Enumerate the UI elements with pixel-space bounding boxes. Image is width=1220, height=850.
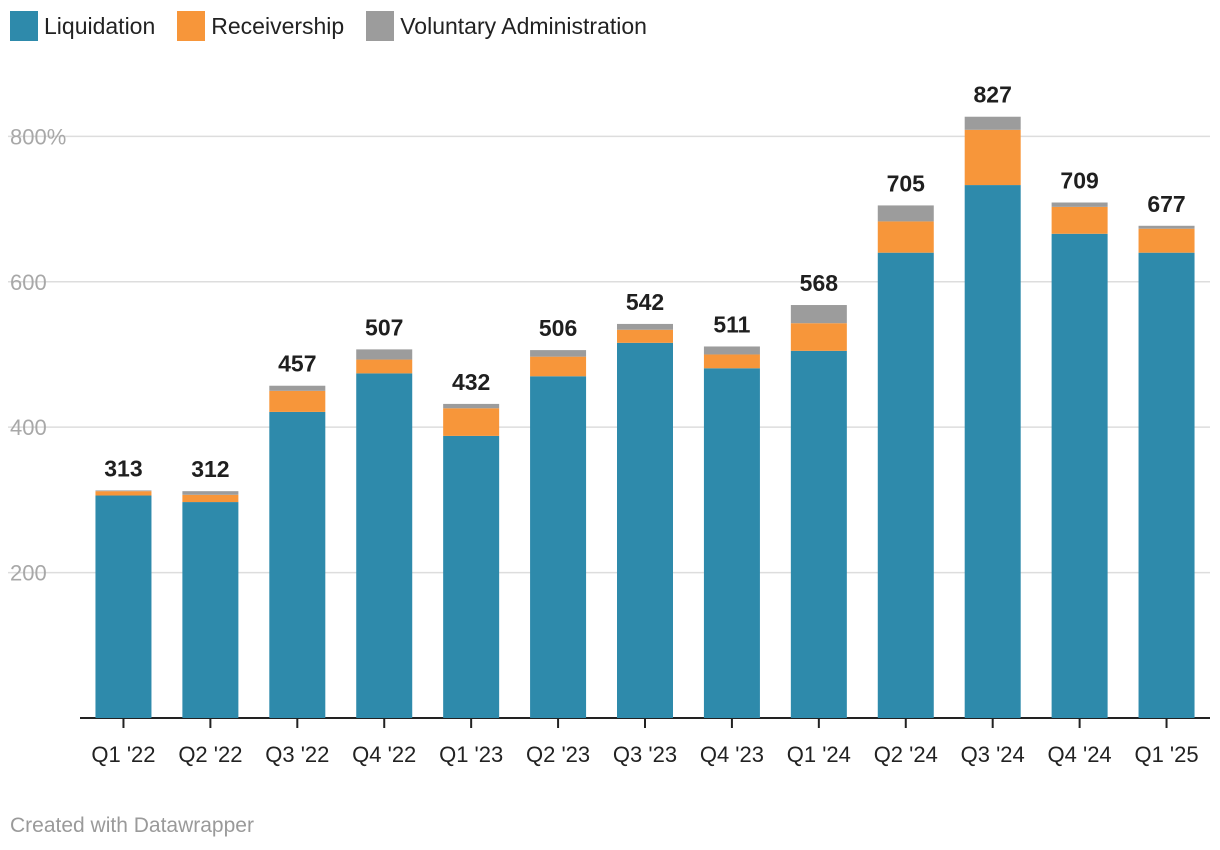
y-tick-label: 800% — [10, 124, 66, 149]
bar-receivership — [1051, 206, 1108, 234]
bar-total-label: 705 — [887, 170, 926, 196]
bar-voluntary-administration — [617, 323, 673, 330]
bar-receivership — [877, 221, 934, 253]
x-tick-label: Q2 '24 — [874, 742, 938, 767]
bar-liquidation — [1138, 252, 1195, 718]
x-tick-label: Q3 '23 — [613, 742, 677, 767]
legend-label-voluntary-administration: Voluntary Administration — [400, 12, 647, 39]
bar-receivership — [617, 329, 673, 343]
legend-item-voluntary-administration: Voluntary Administration — [366, 11, 647, 41]
bar-total-label: 313 — [104, 455, 142, 481]
x-tick-label: Q4 '24 — [1048, 742, 1112, 767]
legend-swatch-receivership — [177, 11, 206, 41]
datawrapper-credit: Created with Datawrapper — [10, 814, 254, 837]
bar-total-label: 457 — [278, 351, 316, 377]
bar-liquidation — [964, 185, 1021, 718]
bar-receivership — [443, 408, 500, 436]
bar-voluntary-administration — [877, 205, 934, 222]
bar-liquidation — [95, 495, 152, 718]
x-tick-label: Q2 '22 — [178, 742, 242, 767]
bar-receivership — [95, 491, 152, 496]
bar-liquidation — [877, 252, 934, 718]
x-tick-label: Q1 '24 — [787, 742, 851, 767]
bar-receivership — [530, 356, 587, 377]
legend: Liquidation Receivership Voluntary Admin… — [10, 11, 647, 41]
bar-total-label: 568 — [800, 270, 839, 296]
y-tick-label: 200 — [10, 561, 47, 586]
bar-receivership — [356, 359, 413, 374]
bar-total-label: 542 — [626, 289, 664, 315]
bar-receivership — [1138, 228, 1195, 253]
bar-liquidation — [356, 373, 413, 718]
x-tick-label: Q2 '23 — [526, 742, 590, 767]
bar-voluntary-administration — [182, 491, 239, 495]
bar-voluntary-administration — [964, 116, 1021, 130]
bar-liquidation — [1051, 233, 1108, 719]
bar-total-label: 827 — [974, 82, 1012, 108]
legend-item-liquidation: Liquidation — [10, 11, 155, 41]
x-tick-label: Q3 '22 — [265, 742, 329, 767]
bar-total-label: 506 — [539, 315, 577, 341]
bar-total-label: 507 — [365, 314, 403, 340]
x-tick-label: Q1 '22 — [91, 742, 155, 767]
bar-liquidation — [269, 411, 326, 718]
bar-receivership — [964, 129, 1021, 186]
bar-receivership — [790, 323, 847, 351]
bar-total-label: 709 — [1060, 168, 1098, 194]
bar-voluntary-administration — [356, 349, 413, 360]
bar-total-label: 511 — [713, 311, 750, 337]
bar-receivership — [269, 390, 326, 412]
y-tick-label: 400 — [10, 415, 47, 440]
bar-receivership — [182, 494, 239, 503]
bar-total-label: 677 — [1147, 191, 1185, 217]
bar-receivership — [703, 354, 760, 369]
bar-voluntary-administration — [790, 305, 847, 324]
x-tick-label: Q3 '24 — [961, 742, 1025, 767]
bar-liquidation — [617, 342, 673, 718]
legend-item-receivership: Receivership — [177, 11, 344, 41]
bar-liquidation — [790, 350, 847, 718]
bar-voluntary-administration — [269, 385, 326, 391]
bar-total-label: 312 — [191, 456, 229, 482]
bar-total-label: 432 — [452, 369, 490, 395]
legend-swatch-voluntary-administration — [366, 11, 395, 41]
bar-voluntary-administration — [530, 350, 587, 357]
bar-liquidation — [530, 376, 587, 718]
bar-liquidation — [703, 368, 760, 718]
x-tick-label: Q4 '23 — [700, 742, 764, 767]
legend-label-receivership: Receivership — [211, 12, 345, 39]
bar-voluntary-administration — [95, 490, 152, 492]
bar-liquidation — [443, 435, 500, 718]
bar-voluntary-administration — [1051, 202, 1108, 207]
y-tick-label: 600 — [10, 270, 47, 295]
bar-voluntary-administration — [1138, 225, 1195, 229]
x-tick-label: Q4 '22 — [352, 742, 416, 767]
x-tick-label: Q1 '25 — [1134, 742, 1198, 767]
bar-voluntary-administration — [443, 403, 500, 409]
x-tick-label: Q1 '23 — [439, 742, 503, 767]
bar-liquidation — [182, 502, 239, 718]
legend-label-liquidation: Liquidation — [44, 12, 156, 39]
bar-voluntary-administration — [703, 346, 760, 355]
legend-swatch-liquidation — [10, 11, 38, 41]
